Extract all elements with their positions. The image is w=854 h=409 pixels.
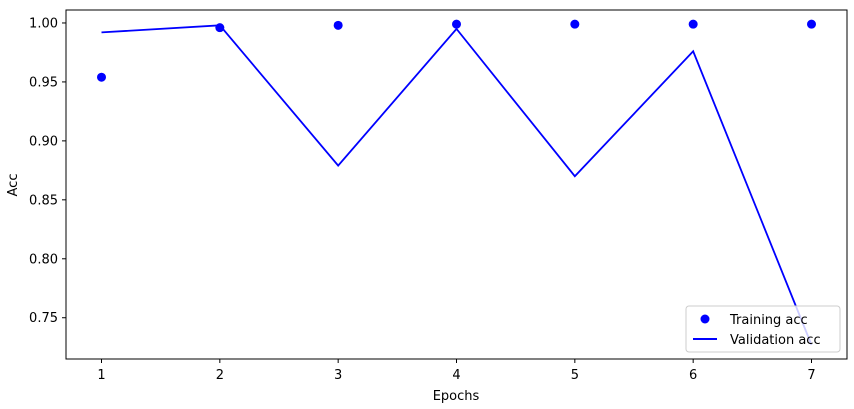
x-axis-label: Epochs — [433, 389, 480, 404]
series-layer — [97, 19, 816, 346]
y-axis-ticks: 0.75 0.80 0.85 0.90 0.95 1.00 — [29, 16, 66, 326]
training-acc-point — [97, 72, 106, 82]
x-tick-label: 7 — [807, 368, 815, 383]
training-acc-point — [333, 20, 343, 30]
legend-validation-label: Validation acc — [730, 333, 821, 348]
y-tick-label: 0.85 — [29, 193, 58, 208]
x-tick-label: 6 — [689, 368, 697, 383]
y-tick-label: 0.90 — [29, 134, 58, 149]
legend-training-label: Training acc — [729, 313, 808, 328]
x-tick-label: 5 — [571, 368, 579, 383]
x-axis-ticks: 1 2 3 4 5 6 7 — [97, 359, 816, 383]
x-tick-label: 4 — [452, 368, 460, 383]
x-tick-label: 1 — [97, 368, 105, 383]
plot-frame — [65, 9, 848, 360]
training-acc-point — [570, 19, 580, 29]
y-tick-label: 0.95 — [29, 75, 58, 90]
validation-acc-line — [101, 24, 813, 346]
legend: Training acc Validation acc — [685, 305, 841, 353]
plot-area — [66, 10, 847, 359]
training-acc-point — [688, 19, 698, 29]
y-tick-label: 0.75 — [29, 311, 58, 326]
x-tick-label: 3 — [334, 368, 342, 383]
x-tick-label: 2 — [216, 368, 224, 383]
legend-training-marker — [700, 314, 710, 324]
y-tick-label: 1.00 — [29, 16, 58, 31]
training-acc-point — [452, 19, 461, 29]
y-tick-label: 0.80 — [29, 252, 58, 267]
y-axis-label: Acc — [6, 174, 21, 197]
legend-box — [685, 305, 841, 353]
training-acc-point — [807, 19, 816, 29]
